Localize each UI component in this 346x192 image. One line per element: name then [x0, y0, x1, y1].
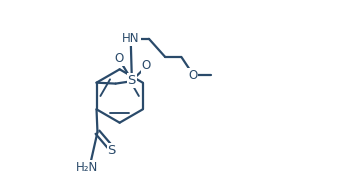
Text: S: S — [128, 74, 136, 87]
Text: O: O — [188, 69, 198, 82]
Text: O: O — [142, 59, 151, 72]
Text: S: S — [108, 144, 116, 157]
Text: HN: HN — [122, 32, 139, 45]
Text: O: O — [115, 52, 124, 65]
Text: H₂N: H₂N — [76, 161, 98, 174]
